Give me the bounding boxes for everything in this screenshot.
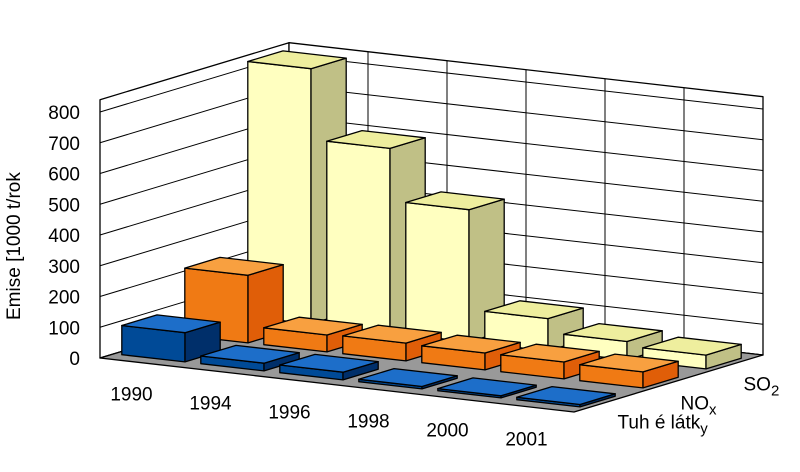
- bar: [358, 367, 458, 390]
- x-axis-tick-labels: 1990 1994 1996 1998 2000 2001: [110, 385, 547, 451]
- bar-top: [516, 385, 616, 406]
- bar-top: [263, 316, 363, 336]
- bar-top: [484, 300, 584, 320]
- y-tick-label: 700: [48, 134, 80, 155]
- y-tick-label: 800: [48, 103, 80, 124]
- y-tick-label: 400: [48, 226, 80, 247]
- x-tick-label: 1996: [268, 403, 310, 424]
- bars: [121, 50, 742, 408]
- bar: [405, 191, 505, 343]
- bar-top: [563, 322, 663, 343]
- bar-top: [247, 50, 347, 70]
- bar-top: [437, 377, 537, 397]
- y-axis-tick-labels: 0 100 200 300 400 500 600 700 800: [48, 103, 80, 370]
- bar-top: [200, 344, 300, 364]
- bar-top: [184, 256, 284, 276]
- bar-front: [326, 140, 391, 334]
- bar-top: [579, 353, 679, 373]
- bar: [121, 314, 221, 363]
- x-tick-label: 2001: [505, 430, 547, 451]
- bar: [563, 322, 663, 361]
- bar: [516, 385, 616, 408]
- bar-top: [421, 334, 521, 354]
- bar-top: [121, 314, 221, 334]
- bar: [342, 324, 442, 362]
- bar: [279, 353, 379, 381]
- x-tick-label: 1998: [347, 412, 389, 433]
- y-tick-label: 100: [48, 318, 80, 339]
- bar-top: [642, 336, 742, 356]
- y-tick-label: 300: [48, 257, 80, 278]
- y-tick-label: 500: [48, 195, 80, 216]
- x-tick-label: 1990: [110, 385, 152, 406]
- series-label: SO2: [744, 375, 780, 400]
- bar-top: [279, 353, 379, 373]
- series-label: NOx: [681, 394, 718, 419]
- x-tick-label: 2000: [426, 421, 468, 442]
- bar-top: [405, 191, 505, 211]
- y-tick-label: 0: [69, 349, 80, 370]
- bar-top: [358, 367, 458, 388]
- bar: [642, 336, 742, 370]
- y-tick-label: 600: [48, 165, 80, 186]
- y-tick-label: 200: [48, 288, 80, 309]
- bar-top: [342, 324, 442, 344]
- y-axis-label: Emise [1000 t/rok: [4, 172, 25, 320]
- bar-front: [405, 201, 470, 343]
- bar-top: [326, 129, 426, 150]
- bar: [437, 377, 537, 399]
- series-label: Tuh é látky: [618, 413, 709, 438]
- x-tick-label: 1994: [189, 394, 232, 415]
- bar-top: [500, 343, 600, 363]
- bar: [579, 353, 679, 389]
